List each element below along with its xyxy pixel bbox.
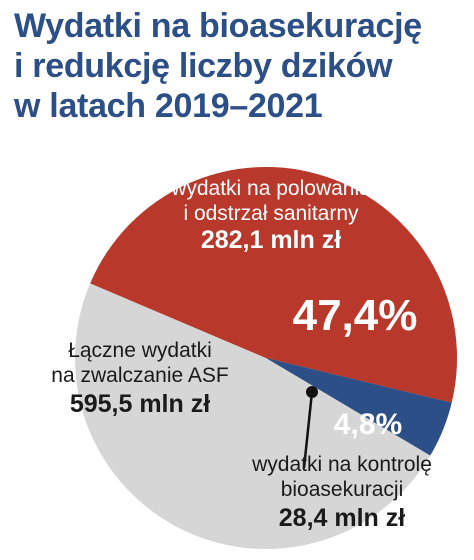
hunting-percent: 47,4% — [292, 291, 418, 340]
hunting-label-line-1: wydatki na polowania — [171, 177, 371, 200]
total-label-line-1: Łączne wydatki — [68, 339, 212, 362]
title-line-3: w latach 2019–2021 — [14, 87, 323, 125]
total-label-line-2: na zwalczanie ASF — [51, 364, 229, 387]
total-label: Łączne wydatki na zwalczanie ASF 595,5 m… — [40, 338, 240, 420]
biosecurity-label-line-2: bioasekuracji — [280, 478, 404, 501]
hunting-value: 282,1 mln zł — [200, 226, 342, 254]
biosecurity-label-line-1: wydatki na kontrolę — [252, 453, 432, 476]
chart-title: Wydatki na bioasekurację i redukcję licz… — [14, 6, 464, 126]
hunting-label: wydatki na polowania i odstrzał sanitarn… — [136, 176, 406, 254]
hunting-label-line-2: i odstrzał sanitarny — [183, 202, 359, 225]
biosecurity-label: wydatki na kontrolę bioasekuracji 28,4 m… — [214, 452, 470, 534]
leader-dot — [306, 386, 318, 398]
biosecurity-value: 28,4 mln zł — [278, 504, 406, 532]
title-line-2: i redukcję liczby dzików — [14, 47, 393, 85]
title-line-1: Wydatki na bioasekurację — [14, 7, 422, 45]
leader-line — [302, 391, 314, 469]
total-value: 595,5 mln zł — [69, 390, 211, 418]
pie-slice-hunting — [90, 166, 457, 403]
pie-slice-biosecurity — [266, 358, 452, 456]
biosecurity-percent: 4,8% — [333, 408, 403, 441]
